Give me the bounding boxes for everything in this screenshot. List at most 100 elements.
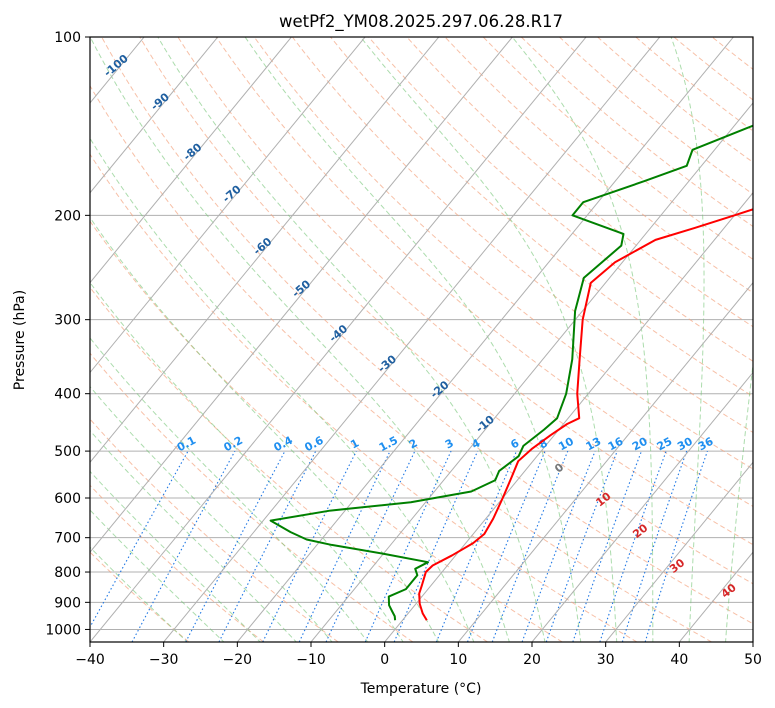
isotherm-label: -30 [375,352,399,375]
mixing-ratio-line [364,450,452,642]
dry-adiabat [253,37,753,470]
mixing-ratio-line [491,450,569,642]
dry-adiabat [90,352,414,642]
mixing-ratio-lines [90,450,708,642]
moist-adiabat [90,337,369,642]
moist-adiabat [725,359,753,642]
mixing-ratio-line [131,450,236,642]
isotherm-line [678,551,753,642]
moist-adiabat [90,137,475,642]
mixing-ratio-label: 10 [556,435,576,454]
moist-adiabat [90,509,225,642]
isotherm-line [752,641,753,642]
isotherm-line [90,37,514,553]
x-axis-ticks: −40 −30 −20 −10 0 10 20 30 40 50 [75,642,762,668]
mixing-ratio-line [262,450,357,642]
mixing-ratio-line [435,450,518,642]
mixing-ratio-line [466,450,546,642]
isotherm-line [531,371,753,642]
mixing-ratio-label: 30 [675,435,695,454]
isotherm-line [90,37,587,642]
y-tick-label: 800 [54,565,81,581]
isotherm-line [163,37,661,642]
moist-adiabat [670,37,705,642]
moist-adiabat [90,216,440,642]
isotherm-label: -80 [181,140,205,163]
x-tick-label: −30 [149,652,179,668]
dry-adiabat [406,37,753,328]
x-tick-label: 0 [380,652,389,668]
dry-adiabat [139,37,753,585]
mixing-ratio-line [545,450,618,642]
mixing-ratio-line [572,450,642,642]
moist-adiabat-label: 30 [667,556,687,576]
x-tick-label: −20 [223,652,253,668]
dry-adiabat [90,220,563,642]
dry-adiabat [291,37,753,433]
moist-adiabat [157,37,546,642]
x-tick-label: 40 [670,652,688,668]
plot-area: 0.1 0.2 0.4 0.6 1 1.5 2 3 4 6 8 10 13 16 20 25 30 36-100-… [0,24,753,642]
dry-adiabat [520,37,753,228]
moist-adiabat-label: 40 [719,581,739,601]
dry-adiabat [596,37,753,163]
moist-adiabat [90,546,188,642]
mixing-ratio-line [90,450,189,629]
dry-adiabat [711,37,753,70]
isotherm-label: -50 [290,277,314,300]
mixing-ratio-line [599,450,667,642]
mixing-ratio-line [621,450,688,642]
isotherm-label: -70 [220,182,244,205]
mixing-ratio-label: 4 [470,436,483,451]
mixing-ratio-label: 25 [655,435,675,454]
dry-adiabat [329,37,753,398]
x-tick-label: −40 [75,652,105,668]
isotherm-label: -20 [428,378,452,401]
isotherm-line [384,192,753,642]
mixing-ratio-label: 16 [606,435,626,454]
x-tick-label: −10 [296,652,326,668]
y-tick-label: 700 [54,531,81,547]
mixing-ratio-label: 3 [443,436,456,451]
moist-adiabat [90,281,404,642]
dry-adiabat [90,484,264,642]
isotherm-label: -10 [473,413,497,436]
y-tick-label: 200 [54,208,81,224]
mixing-ratio-label: 2 [407,436,420,451]
profile-series [269,124,753,621]
isotherm-line [0,24,8,642]
dewpoint-profile-line [269,124,753,621]
mixing-ratio-label: 20 [630,435,650,454]
x-tick-label: 20 [523,652,541,668]
mixing-ratio-label: 13 [584,435,604,454]
plot-frame [89,36,754,643]
y-tick-label: 600 [54,491,81,507]
isotherm-line [457,281,753,642]
dry-adiabat [215,37,753,508]
moist-adiabat [90,37,510,642]
isotherm-line [236,37,735,642]
y-tick-label: 500 [54,444,81,460]
dry-adiabat [90,84,712,642]
moist-adiabat-label: 0 [552,460,566,475]
dry-adiabat [444,37,753,294]
dry-adiabat [90,153,638,642]
isotherm-line [90,37,219,194]
pressure-gridlines [90,37,753,630]
dry-adiabat [749,37,753,40]
dry-adiabat [90,418,339,642]
isotherm-line [90,37,366,374]
y-tick-label: 300 [54,313,81,329]
dry-adiabat [558,37,753,195]
mixing-ratio-line [185,450,286,642]
isotherm-label: -100 [101,52,131,80]
y-tick-label: 900 [54,595,81,611]
moist-adiabat [90,385,333,642]
isotherm-line [90,37,293,284]
isotherm-line [310,102,753,642]
dry-adiabat [177,37,753,546]
dry-adiabat [90,286,488,642]
dry-adiabat [673,37,753,101]
x-tick-label: 50 [744,652,762,668]
mixing-ratio-line [218,450,317,642]
